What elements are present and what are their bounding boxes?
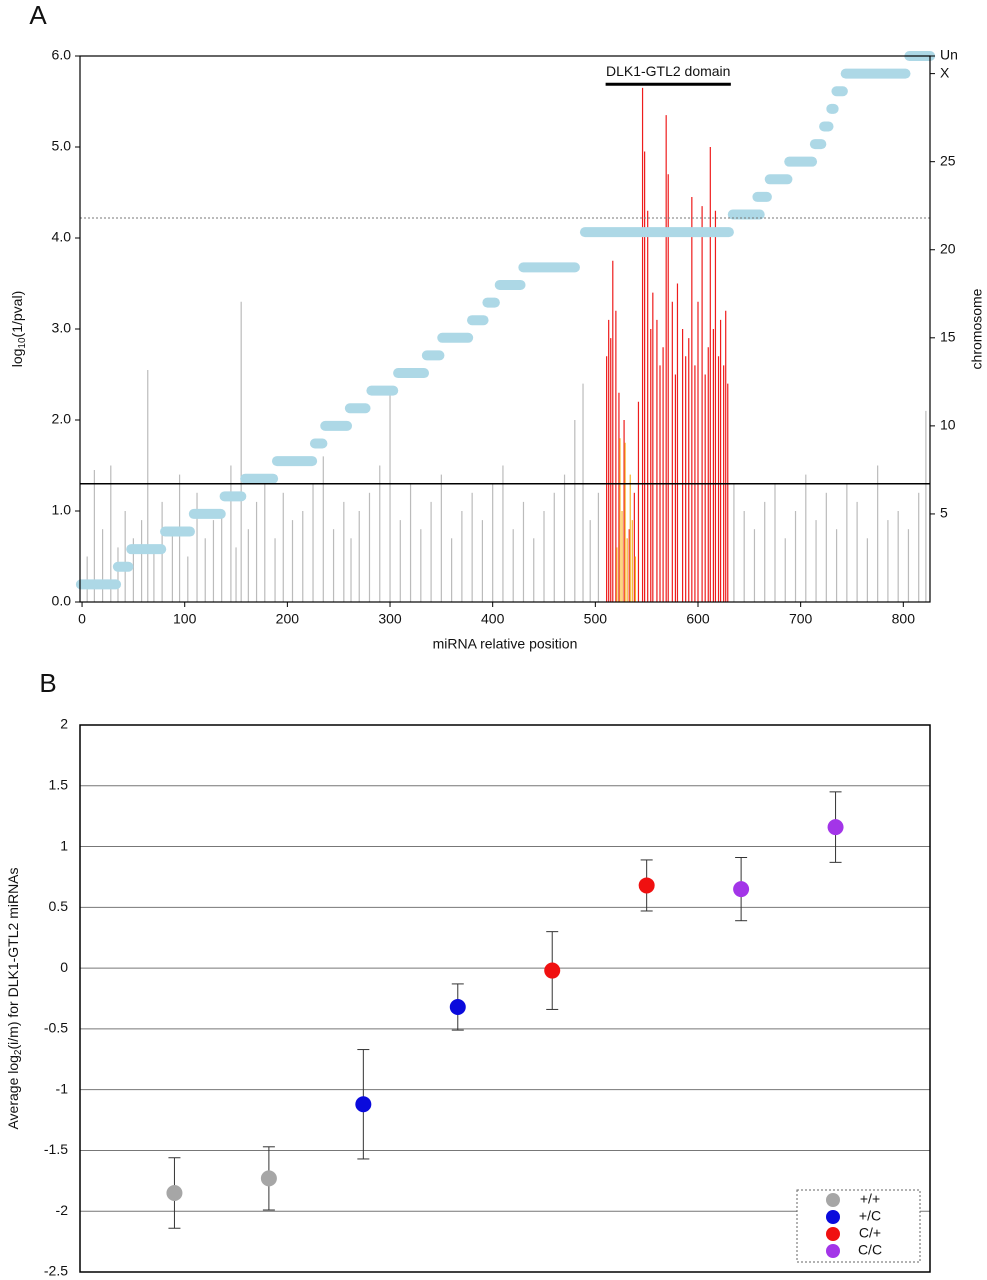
y-tick-label: -2.5 [44,1263,68,1279]
y2-tick-label: 5 [940,505,948,521]
point [449,999,466,1016]
plot-frame [79,724,931,1273]
y-tick-label: 6.0 [52,47,72,63]
y-tick-label: 1 [60,837,68,853]
y-tick-label: 0 [60,959,68,975]
y-tick-label: 1.5 [49,776,69,792]
x-tick-label: 300 [378,611,402,627]
legend-marker [826,1193,840,1207]
panel-letter: B [39,668,56,698]
point [638,877,655,894]
y-tick-label: 0.5 [49,898,69,914]
point [355,1096,372,1113]
y-tick-label: 1.0 [52,502,72,518]
x-tick-label: 200 [276,611,300,627]
y2-tick-label: Un [940,47,958,63]
y2-tick-label: 10 [940,417,956,433]
legend-label: +/+ [860,1191,880,1207]
annotation: DLK1-GTL2 domain [606,63,731,79]
legend-marker [826,1244,840,1258]
legend-label: C/+ [859,1225,881,1241]
y2-tick-label: 25 [940,152,956,168]
point [733,881,750,898]
legend-marker [826,1227,840,1241]
y-label-text: (i/m) for DLK1-GTL2 miRNAs [5,867,21,1049]
y-label-text: Average log [5,1055,21,1129]
x-axis-label: miRNA relative position [433,636,578,652]
y-label-text: (1/pval) [9,291,25,338]
y-label-sub: 2 [13,1049,24,1055]
point [544,962,561,979]
legend-box [796,1189,921,1263]
legend-marker [826,1210,840,1224]
plot-frame [79,55,931,603]
y2-tick-label: 15 [940,329,956,345]
y-label-text: log [9,349,25,368]
legend-label: C/C [858,1242,882,1258]
y2-tick-label: X [940,64,950,80]
x-tick-label: 100 [173,611,197,627]
y2-axis-label: chromosome [969,288,985,369]
point [166,1184,183,1201]
point [827,819,844,836]
y-tick-label: 0.0 [52,593,72,609]
y-tick-label: -0.5 [44,1020,68,1036]
x-tick-label: 700 [789,611,813,627]
point [260,1170,277,1187]
y2-tick-label: 20 [940,240,956,256]
x-tick-label: 400 [481,611,505,627]
y-axis-label: Average log2(i/m) for DLK1-GTL2 miRNAs [5,867,24,1129]
y-tick-label: 3.0 [52,320,72,336]
x-tick-label: 800 [892,611,916,627]
y-tick-label: -1 [56,1080,69,1096]
y-tick-label: 5.0 [52,138,72,154]
legend-label: +/C [859,1208,881,1224]
x-tick-label: 0 [78,611,86,627]
x-tick-label: 600 [686,611,710,627]
y-label-sub: 10 [17,337,28,349]
y-tick-label: 2.0 [52,411,72,427]
y-tick-label: 2 [60,716,68,732]
y-tick-label: -1.5 [44,1141,68,1157]
y-tick-label: -2 [56,1202,69,1218]
y-axis-label: log10(1/pval) [9,291,28,368]
y-tick-label: 4.0 [52,229,72,245]
x-tick-label: 500 [584,611,608,627]
panel-letter: A [29,0,47,30]
